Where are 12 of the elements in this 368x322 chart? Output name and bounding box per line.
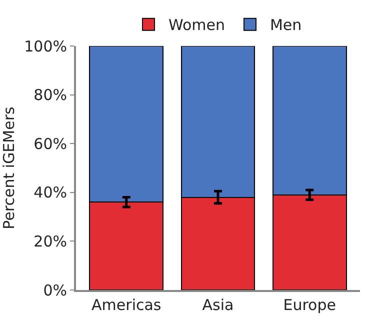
x-tick-label: Asia (202, 296, 234, 314)
y-tick-label: 80% (34, 86, 67, 104)
x-tick-label: Americas (92, 296, 162, 314)
legend-label: Men (270, 16, 302, 34)
y-tick-label: 60% (34, 134, 67, 153)
y-tick-label: 20% (34, 232, 67, 250)
y-tick-label: 40% (34, 184, 67, 202)
y-tick-label: 100% (24, 37, 67, 56)
y-axis-title: Percent iGEMers (0, 106, 18, 230)
y-tick-label: 0% (43, 281, 67, 300)
x-tick-label: Europe (283, 296, 336, 314)
legend-label: Women (168, 16, 225, 34)
